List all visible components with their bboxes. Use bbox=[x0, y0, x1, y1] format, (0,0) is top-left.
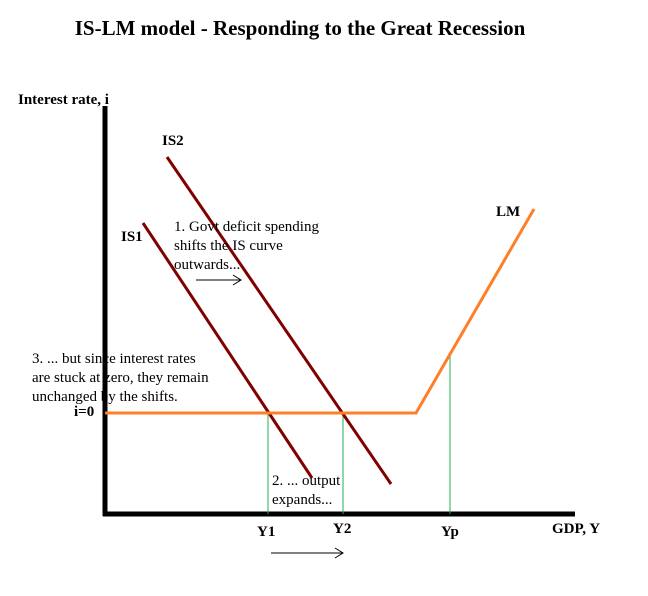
shift-arrow-bottom bbox=[271, 547, 344, 559]
shift-arrow-top bbox=[196, 274, 242, 286]
is2-curve bbox=[165, 156, 393, 485]
is1-label: IS1 bbox=[121, 229, 143, 245]
lm-label: LM bbox=[496, 204, 521, 220]
y2-label: Y2 bbox=[333, 521, 352, 537]
annotation-step-3: 3. ... but since interest rates are stuc… bbox=[32, 351, 209, 405]
y1-label: Y1 bbox=[257, 524, 276, 540]
is1-curve bbox=[141, 222, 314, 479]
annotation-step-1: 1. Govt deficit spending shifts the IS c… bbox=[174, 219, 319, 273]
lm-curve bbox=[105, 208, 536, 415]
i-zero-label: i=0 bbox=[74, 404, 95, 420]
annotation-step-2: 2. ... output expands... bbox=[272, 473, 341, 508]
is2-label: IS2 bbox=[162, 133, 184, 149]
yp-label: Yp bbox=[441, 524, 459, 540]
y-axis-label: Interest rate, i bbox=[18, 92, 109, 108]
x-axis-label: GDP, Y bbox=[552, 521, 601, 537]
diagram-title: IS-LM model - Responding to the Great Re… bbox=[74, 16, 526, 40]
